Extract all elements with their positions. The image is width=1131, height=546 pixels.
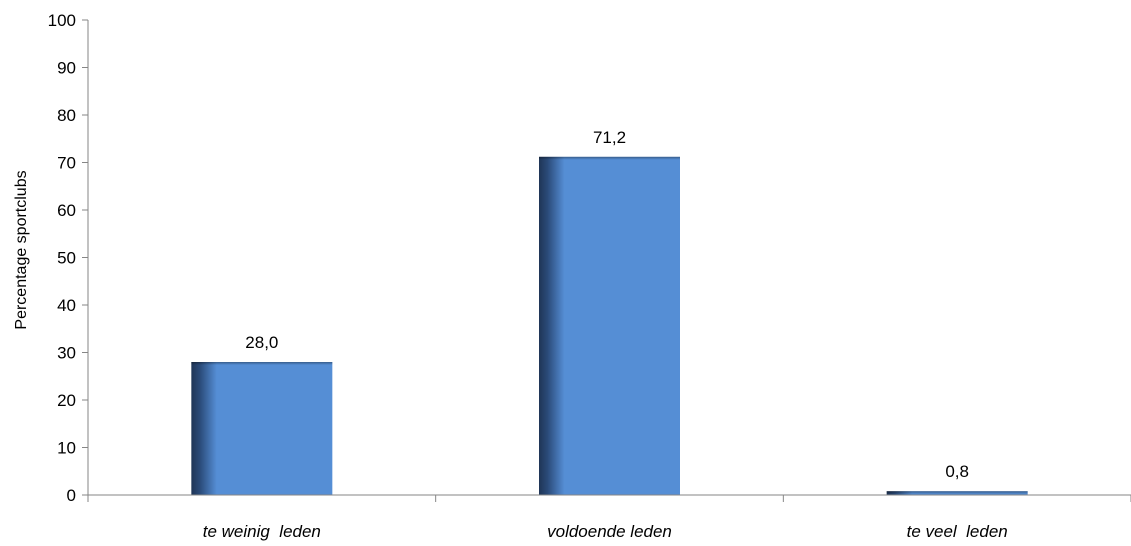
y-axis: 0 10 20 30 40 50 60 70 80 90 100 [48,11,89,505]
y-tick-label: 90 [57,59,76,78]
y-tick-label: 100 [48,11,76,30]
bar-top-shade [539,156,680,160]
bar [191,362,333,495]
bar-value-label: 28,0 [245,333,278,352]
bar-top-shade [191,362,333,365]
x-category-label: te veel leden [907,522,1008,541]
x-category-label: te weinig leden [203,522,321,541]
y-tick-label: 70 [57,154,76,173]
bar-top-shade [886,491,1028,495]
bar [539,156,680,496]
y-tick-label: 30 [57,344,76,363]
y-tick-label: 80 [57,106,76,125]
y-axis-title: Percentage sportclubs [13,170,30,329]
bar-value-label: 71,2 [593,128,626,147]
y-tick-label: 60 [57,201,76,220]
x-axis: te weinig leden voldoende leden te veel le… [87,494,1131,541]
y-tick-label: 10 [57,439,76,458]
x-category-label: voldoende leden [547,522,672,541]
y-tick-label: 0 [67,486,76,505]
y-tick-label: 20 [57,391,76,410]
y-tick-label: 40 [57,296,76,315]
bar-value-label: 0,8 [945,462,969,481]
y-tick-label: 50 [57,249,76,268]
bar-series: 28,0 71,2 0,8 [191,128,1028,496]
